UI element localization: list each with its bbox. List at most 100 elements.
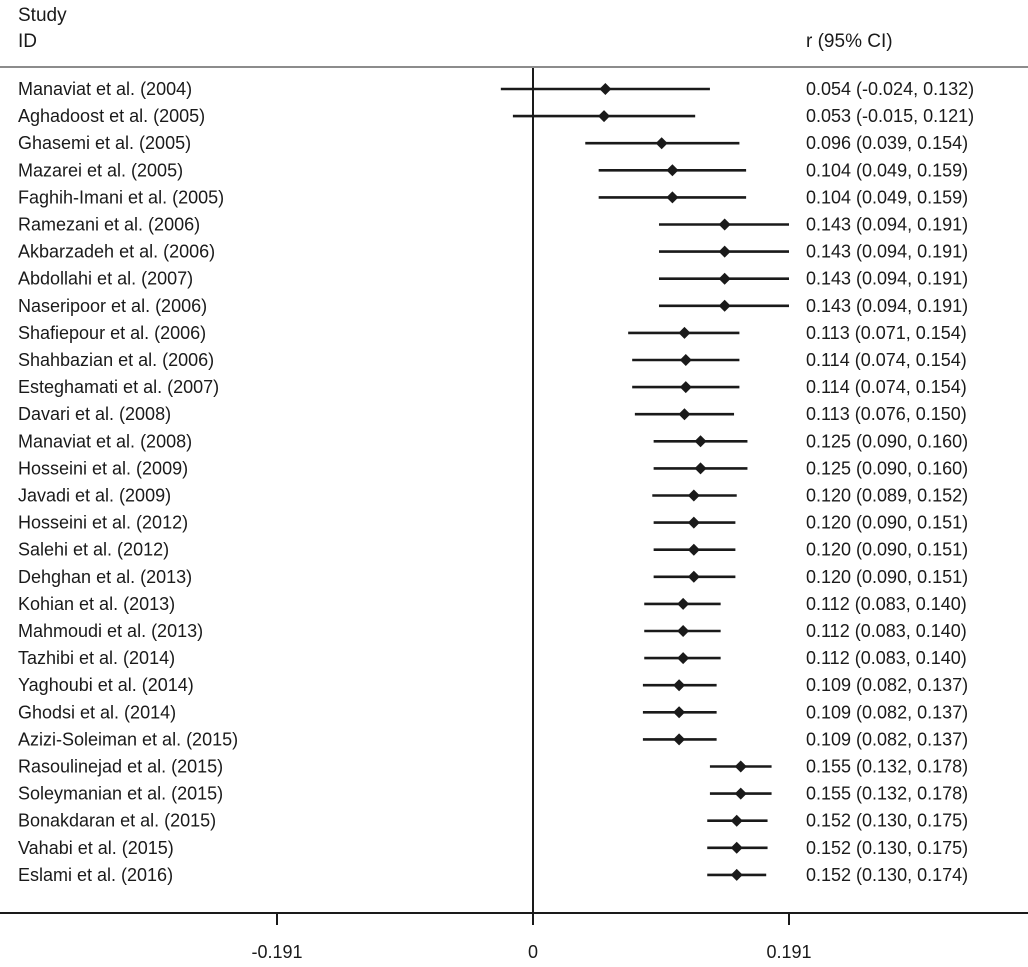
point-estimate-marker [734, 787, 747, 800]
point-estimate-marker [678, 326, 691, 339]
point-estimate-marker [677, 652, 690, 665]
study-row: Mazarei et al. (2005) 0.104 (0.049, 0.159… [18, 160, 968, 180]
study-row: Eslami et al. (2016) 0.152 (0.130, 0.174) [18, 865, 968, 885]
study-label: Naseripoor et al. (2006) [18, 296, 207, 316]
study-label: Dehghan et al. (2013) [18, 567, 192, 587]
effect-value: 0.152 (0.130, 0.175) [806, 811, 968, 831]
effect-value: 0.152 (0.130, 0.175) [806, 838, 968, 858]
point-estimate-marker [666, 191, 679, 204]
effect-value: 0.125 (0.090, 0.160) [806, 458, 968, 478]
study-label: Tazhibi et al. (2014) [18, 648, 175, 668]
study-label: Akbarzadeh et al. (2006) [18, 242, 215, 262]
effect-value: 0.109 (0.082, 0.137) [806, 729, 968, 749]
study-row: Faghih-Imani et al. (2005) 0.104 (0.049, … [18, 187, 968, 207]
study-row: Hosseini et al. (2012) 0.120 (0.090, 0.15… [18, 513, 968, 533]
study-row: Ramezani et al. (2006) 0.143 (0.094, 0.19… [18, 215, 968, 235]
study-row: Vahabi et al. (2015) 0.152 (0.130, 0.175) [18, 838, 968, 858]
effect-value: 0.112 (0.083, 0.140) [806, 594, 967, 614]
effect-value: 0.104 (0.049, 0.159) [806, 160, 968, 180]
point-estimate-marker [730, 841, 743, 854]
study-row: Ghasemi et al. (2005) 0.096 (0.039, 0.154… [18, 133, 968, 153]
study-label: Hosseini et al. (2009) [18, 458, 188, 478]
study-label: Manaviat et al. (2008) [18, 431, 192, 451]
study-row: Abdollahi et al. (2007) 0.143 (0.094, 0.1… [18, 269, 968, 289]
point-estimate-marker [718, 245, 731, 258]
point-estimate-marker [673, 706, 686, 719]
study-column-header: Study [18, 5, 67, 26]
study-row: Tazhibi et al. (2014) 0.112 (0.083, 0.140… [18, 648, 967, 668]
point-estimate-marker [694, 435, 707, 448]
point-estimate-marker [673, 679, 686, 692]
effect-value: 0.114 (0.074, 0.154) [806, 377, 967, 397]
study-row: Shafiepour et al. (2006) 0.113 (0.071, 0.… [18, 323, 967, 343]
study-label: Salehi et al. (2012) [18, 540, 169, 560]
study-label: Manaviat et al. (2004) [18, 79, 192, 99]
point-estimate-marker [655, 137, 668, 150]
point-estimate-marker [718, 299, 731, 312]
point-estimate-marker [679, 381, 692, 394]
effect-value: 0.125 (0.090, 0.160) [806, 431, 968, 451]
effect-value: 0.143 (0.094, 0.191) [806, 269, 968, 289]
study-row: Bonakdaran et al. (2015) 0.152 (0.130, 0.… [18, 811, 968, 831]
study-row: Dehghan et al. (2013) 0.120 (0.090, 0.151… [18, 567, 968, 587]
effect-value: 0.112 (0.083, 0.140) [806, 648, 967, 668]
study-label: Mahmoudi et al. (2013) [18, 621, 203, 641]
x-tick-label: -0.191 [251, 942, 302, 962]
study-label: Shafiepour et al. (2006) [18, 323, 206, 343]
effect-value: 0.120 (0.090, 0.151) [806, 513, 968, 533]
study-row: Rasoulinejad et al. (2015) 0.155 (0.132, … [18, 757, 968, 777]
study-label: Aghadoost et al. (2005) [18, 106, 205, 126]
study-label: Yaghoubi et al. (2014) [18, 675, 194, 695]
effect-value: 0.152 (0.130, 0.174) [806, 865, 968, 885]
study-label: Rasoulinejad et al. (2015) [18, 757, 223, 777]
study-row: Davari et al. (2008) 0.113 (0.076, 0.150) [18, 404, 967, 424]
point-estimate-marker [598, 110, 611, 123]
study-label: Mazarei et al. (2005) [18, 160, 183, 180]
effect-value: 0.054 (-0.024, 0.132) [806, 79, 974, 99]
point-estimate-marker [718, 218, 731, 231]
study-label: Esteghamati et al. (2007) [18, 377, 219, 397]
study-row: Azizi-Soleiman et al. (2015) 0.109 (0.082… [18, 729, 968, 749]
study-label: Bonakdaran et al. (2015) [18, 811, 216, 831]
header-divider [0, 66, 1028, 68]
effect-column-header: r (95% CI) [806, 31, 893, 52]
study-label: Faghih-Imani et al. (2005) [18, 187, 224, 207]
effect-value: 0.120 (0.089, 0.152) [806, 486, 968, 506]
effect-value: 0.104 (0.049, 0.159) [806, 187, 968, 207]
study-label: Kohian et al. (2013) [18, 594, 175, 614]
study-label: Ramezani et al. (2006) [18, 215, 200, 235]
study-row: Manaviat et al. (2008) 0.125 (0.090, 0.16… [18, 431, 968, 451]
point-estimate-marker [730, 868, 743, 881]
effect-value: 0.155 (0.132, 0.178) [806, 757, 968, 777]
study-row: Akbarzadeh et al. (2006) 0.143 (0.094, 0.… [18, 242, 968, 262]
study-row: Esteghamati et al. (2007) 0.114 (0.074, 0… [18, 377, 967, 397]
point-estimate-marker [687, 570, 700, 583]
study-label: Eslami et al. (2016) [18, 865, 173, 885]
study-row: Hosseini et al. (2009) 0.125 (0.090, 0.16… [18, 458, 968, 478]
study-row: Yaghoubi et al. (2014) 0.109 (0.082, 0.13… [18, 675, 968, 695]
study-label: Ghodsi et al. (2014) [18, 702, 176, 722]
study-row: Javadi et al. (2009) 0.120 (0.089, 0.152) [18, 486, 968, 506]
study-row: Kohian et al. (2013) 0.112 (0.083, 0.140) [18, 594, 967, 614]
point-estimate-marker [730, 814, 743, 827]
study-label: Vahabi et al. (2015) [18, 838, 174, 858]
effect-value: 0.113 (0.071, 0.154) [806, 323, 967, 343]
point-estimate-marker [673, 733, 686, 746]
study-label: Soleymanian et al. (2015) [18, 784, 223, 804]
x-axis: -0.191 0 0.191 [0, 912, 1028, 962]
effect-value: 0.113 (0.076, 0.150) [806, 404, 967, 424]
effect-value: 0.114 (0.074, 0.154) [806, 350, 967, 370]
point-estimate-marker [687, 516, 700, 529]
effect-value: 0.120 (0.090, 0.151) [806, 540, 968, 560]
point-estimate-marker [677, 625, 690, 637]
effect-value: 0.112 (0.083, 0.140) [806, 621, 967, 641]
study-row: Shahbazian et al. (2006) 0.114 (0.074, 0.… [18, 350, 967, 370]
effect-value: 0.155 (0.132, 0.178) [806, 784, 968, 804]
point-estimate-marker [694, 462, 707, 475]
study-label: Azizi-Soleiman et al. (2015) [18, 729, 238, 749]
x-tick-label: 0 [528, 942, 538, 962]
study-label: Abdollahi et al. (2007) [18, 269, 193, 289]
point-estimate-marker [718, 272, 731, 285]
point-estimate-marker [679, 354, 692, 366]
